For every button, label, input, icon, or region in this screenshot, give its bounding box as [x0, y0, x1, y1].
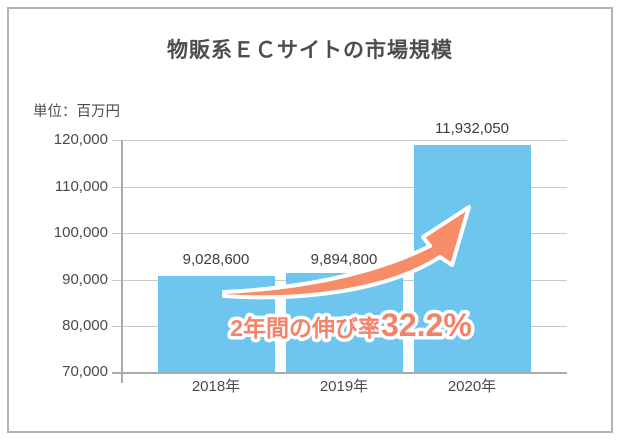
svg-text:2年間の伸び率32.2%: 2年間の伸び率32.2%	[230, 307, 472, 343]
ytick-label-120000: 120,000	[53, 131, 108, 148]
growth-annotation: 2年間の伸び率32.2%	[227, 304, 476, 347]
value-label-2020: 11,932,050	[435, 120, 509, 137]
growth-arrow-icon	[222, 205, 471, 300]
gridline-110000	[112, 187, 567, 188]
y-axis-line	[121, 140, 123, 383]
category-label-2020: 2020年	[447, 378, 497, 395]
growth-annotation-percent: 32.2%	[381, 307, 472, 343]
category-label-2018: 2018年	[191, 378, 241, 395]
ytick-label-70000: 70,000	[62, 363, 108, 380]
value-label-2018: 9,028,600	[182, 251, 250, 268]
category-label-2019: 2019年	[319, 378, 369, 395]
x-axis-baseline	[112, 372, 567, 374]
gridline-120000	[112, 140, 567, 141]
value-label-2019: 9,894,800	[310, 251, 378, 268]
growth-annotation-prefix: 2年間の伸び率	[230, 315, 381, 341]
ytick-label-100000: 100,000	[53, 224, 108, 241]
ytick-label-90000: 90,000	[62, 271, 108, 288]
gridline-100000	[112, 233, 567, 234]
ytick-label-110000: 110,000	[54, 178, 108, 195]
unit-label: 単位：百万円	[33, 104, 120, 120]
chart-title: 物販系ＥＣサイトの市場規模	[167, 39, 453, 62]
growth-arrow-path	[222, 205, 471, 300]
ytick-label-80000: 80,000	[62, 317, 108, 334]
